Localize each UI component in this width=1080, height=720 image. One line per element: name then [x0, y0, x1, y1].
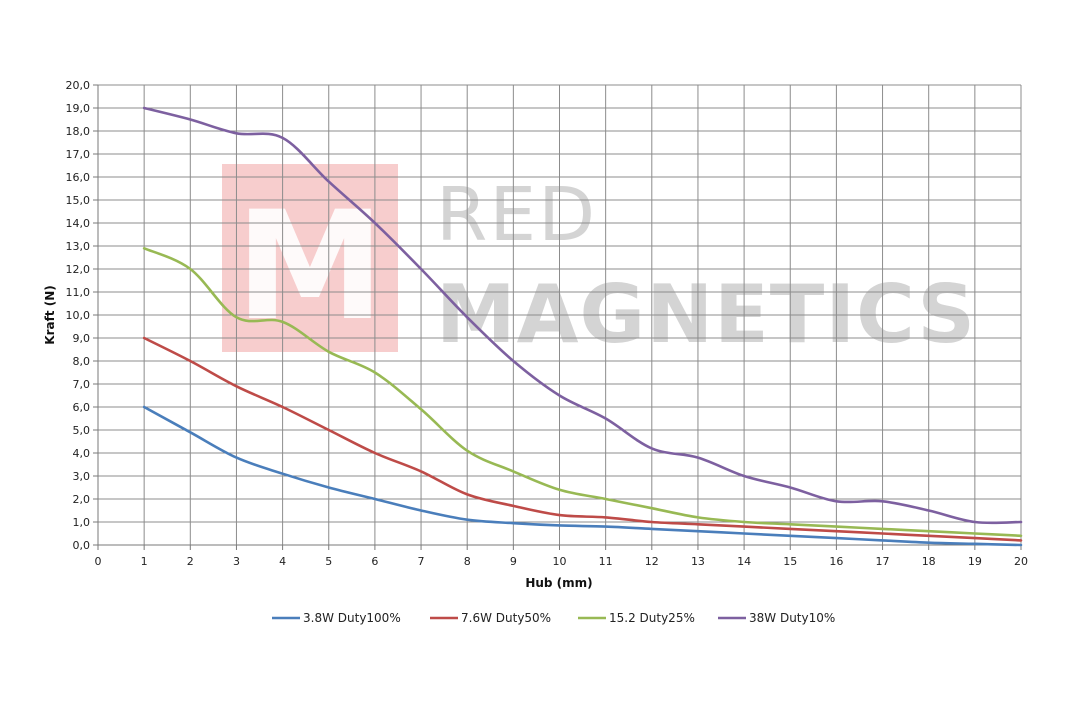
x-tick-label: 10 [553, 555, 567, 568]
series-line-1 [142, 405, 1023, 547]
legend-label-1: 3.8W Duty100% [303, 611, 401, 625]
x-tick-label: 19 [968, 555, 982, 568]
x-tick-label: 0 [95, 555, 102, 568]
y-tick-label: 7,0 [73, 378, 91, 391]
grid [97, 84, 1022, 546]
y-tick-label: 13,0 [66, 240, 91, 253]
series-line-3 [142, 247, 1023, 538]
y-tick-label: 19,0 [66, 102, 91, 115]
watermark-line1: RED [436, 172, 597, 258]
x-tick-label: 8 [464, 555, 471, 568]
y-tick-label: 20,0 [66, 79, 91, 92]
y-tick-label: 6,0 [73, 401, 91, 414]
watermark: M RED MAGNETICS [222, 164, 975, 361]
x-tick-label: 9 [510, 555, 517, 568]
x-tick-label: 17 [876, 555, 890, 568]
y-tick-label: 15,0 [66, 194, 91, 207]
y-tick-label: 10,0 [66, 309, 91, 322]
x-tick-label: 11 [599, 555, 613, 568]
y-tick-label: 11,0 [66, 286, 91, 299]
legend-label-2: 7.6W Duty50% [461, 611, 551, 625]
series-line-2 [142, 336, 1023, 542]
y-tick-label: 12,0 [66, 263, 91, 276]
x-tick-label: 2 [187, 555, 194, 568]
y-tick-label: 16,0 [66, 171, 91, 184]
series-lines [142, 106, 1023, 547]
y-tick-label: 17,0 [66, 148, 91, 161]
x-axis-title: Hub (mm) [525, 576, 592, 590]
y-tick-label: 8,0 [73, 355, 91, 368]
y-tick-label: 0,0 [73, 539, 91, 552]
x-tick-label: 5 [325, 555, 332, 568]
x-tick-label: 16 [829, 555, 843, 568]
legend-label-4: 38W Duty10% [749, 611, 835, 625]
series-line-4 [142, 106, 1023, 525]
legend: 3.8W Duty100% 7.6W Duty50% 15.2 Duty25% 38W… [272, 611, 835, 625]
x-tick-label: 12 [645, 555, 659, 568]
x-tick-label: 20 [1014, 555, 1028, 568]
y-tick-label: 18,0 [66, 125, 91, 138]
x-tick-labels: 0 1 2 3 4 5 6 7 8 9 10 11 12 13 14 15 16 17 18 19 20 [95, 545, 1028, 568]
x-tick-label: 13 [691, 555, 705, 568]
x-tick-label: 14 [737, 555, 751, 568]
y-tick-label: 3,0 [73, 470, 91, 483]
x-tick-label: 3 [233, 555, 240, 568]
x-tick-label: 1 [141, 555, 148, 568]
x-tick-label: 18 [922, 555, 936, 568]
logo-letter: M [235, 180, 384, 354]
x-tick-label: 7 [418, 555, 425, 568]
y-tick-label: 2,0 [73, 493, 91, 506]
x-tick-label: 4 [279, 555, 286, 568]
y-tick-label: 9,0 [73, 332, 91, 345]
y-tick-label: 14,0 [66, 217, 91, 230]
y-axis-title: Kraft (N) [43, 285, 57, 344]
y-tick-labels: 0,0 1,0 2,0 3,0 4,0 5,0 6,0 7,0 8,0 9,0 10,0 11,0 12… [66, 79, 98, 552]
y-tick-label: 4,0 [73, 447, 91, 460]
y-tick-label: 5,0 [73, 424, 91, 437]
x-tick-label: 15 [783, 555, 797, 568]
y-tick-label: 1,0 [73, 516, 91, 529]
x-tick-label: 6 [371, 555, 378, 568]
legend-label-3: 15.2 Duty25% [609, 611, 695, 625]
